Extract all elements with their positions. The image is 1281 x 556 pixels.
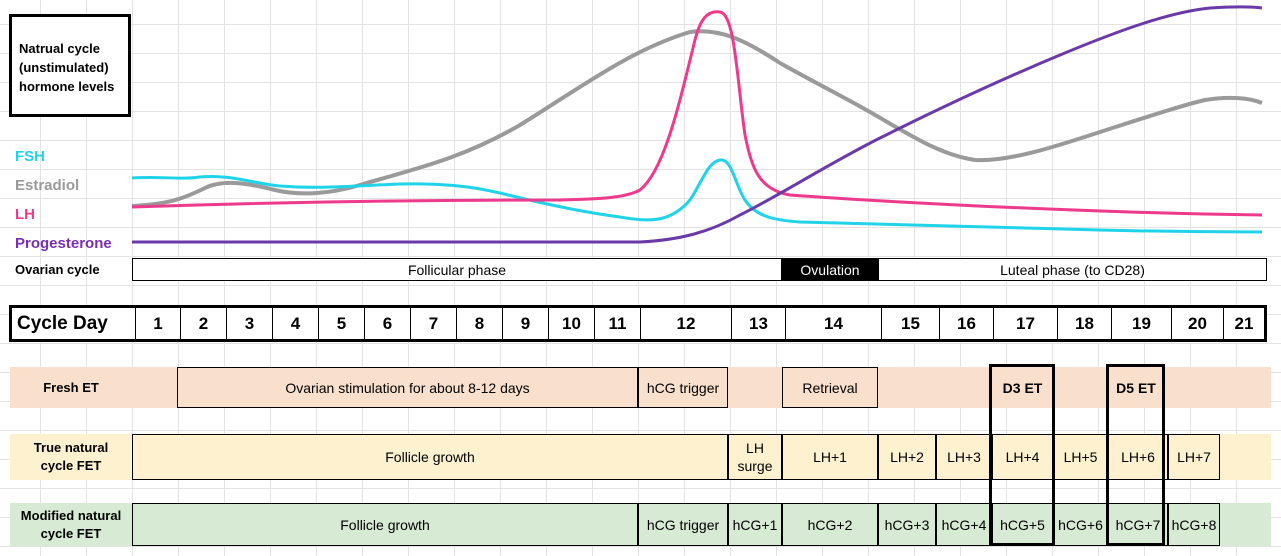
day-1: 1 <box>135 308 180 339</box>
hcg-plus-6: hCG+6 <box>1053 503 1108 546</box>
day-4: 4 <box>272 308 318 339</box>
modified-natural-band <box>10 503 1271 546</box>
hcg-plus-3: hCG+3 <box>878 503 936 546</box>
day17-highlight <box>989 364 1055 546</box>
day-16: 16 <box>939 308 993 339</box>
cycle-day-bar: Cycle Day 1 2 3 4 5 6 7 8 9 10 11 12 13 … <box>9 305 1267 342</box>
fresh-hcg-trigger: hCG trigger <box>638 367 728 408</box>
legend-progesterone: Progesterone <box>15 235 112 252</box>
day-7: 7 <box>410 308 456 339</box>
legend-estradiol: Estradiol <box>15 177 80 194</box>
fresh-et-band <box>10 367 1271 408</box>
day-3: 3 <box>226 308 272 339</box>
modified-follicle-growth: Follicle growth <box>132 503 638 546</box>
d3-et: D3 ET <box>1002 379 1043 396</box>
day-6: 6 <box>364 308 410 339</box>
day-9: 9 <box>502 308 548 339</box>
day-15: 15 <box>881 308 939 339</box>
chart-title: Natrual cycle (unstimulated) hormone lev… <box>19 41 115 94</box>
hcg-plus-8: hCG+8 <box>1168 503 1220 546</box>
modified-hcg-trigger: hCG trigger <box>638 503 728 546</box>
day-11: 11 <box>594 308 640 339</box>
cycle-day-label: Cycle Day <box>17 312 108 334</box>
chart-title-box: Natrual cycle (unstimulated) hormone lev… <box>9 14 131 117</box>
day-21: 21 <box>1223 308 1264 339</box>
lh-plus-7: LH+7 <box>1168 434 1220 480</box>
lh-plus-3: LH+3 <box>936 434 992 480</box>
day-13: 13 <box>731 308 785 339</box>
lh-plus-2: LH+2 <box>878 434 936 480</box>
modified-natural-label: Modified natural cycle FET <box>20 507 122 541</box>
true-natural-band <box>10 434 1271 480</box>
hcg-plus-2: hCG+2 <box>782 503 878 546</box>
fsh-curve <box>131 158 1263 234</box>
estradiol-curve <box>131 29 1263 208</box>
day19-highlight <box>1106 364 1165 546</box>
fresh-et-label: Fresh ET <box>43 379 99 395</box>
hcg-plus-1: hCG+1 <box>728 503 782 546</box>
lh-surge: LH surge <box>728 434 782 480</box>
lh-plus-5: LH+5 <box>1053 434 1108 480</box>
hcg-plus-4: hCG+4 <box>936 503 992 546</box>
ovarian-cycle-label: Ovarian cycle <box>15 262 100 277</box>
day-8: 8 <box>456 308 502 339</box>
retrieval: Retrieval <box>782 367 878 408</box>
day-2: 2 <box>180 308 226 339</box>
true-follicle-growth: Follicle growth <box>132 434 728 480</box>
follicular-phase: Follicular phase <box>132 258 782 281</box>
day-10: 10 <box>548 308 594 339</box>
day-18: 18 <box>1057 308 1111 339</box>
day-12: 12 <box>640 308 731 339</box>
day-17: 17 <box>993 308 1057 339</box>
legend-lh: LH <box>15 206 35 223</box>
progesterone-curve <box>132 5 1263 244</box>
day-20: 20 <box>1171 308 1223 339</box>
d5-et: D5 ET <box>1116 379 1156 396</box>
day-14: 14 <box>785 308 881 339</box>
true-natural-label: True natural cycle FET <box>33 440 109 473</box>
ovarian-stimulation: Ovarian stimulation for about 8-12 days <box>177 367 638 408</box>
day-5: 5 <box>318 308 364 339</box>
luteal-phase: Luteal phase (to CD28) <box>878 258 1267 281</box>
lh-curve <box>131 10 1263 217</box>
day-19: 19 <box>1111 308 1171 339</box>
ovulation: Ovulation <box>782 258 878 281</box>
lh-plus-1: LH+1 <box>782 434 878 480</box>
legend-fsh: FSH <box>15 148 45 165</box>
